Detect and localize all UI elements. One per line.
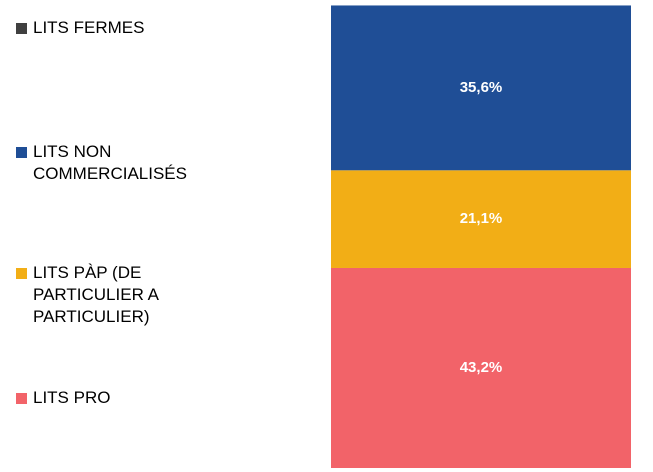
legend-label: LITS PÀP (DE PARTICULIER A PARTICULIER) (33, 263, 159, 326)
bar-segment (331, 5, 631, 171)
legend-swatch (16, 147, 27, 158)
legend-label: LITS FERMES (33, 18, 145, 37)
legend-label: LITS PRO (33, 388, 111, 407)
legend-swatch (16, 23, 27, 34)
legend-swatch (16, 393, 27, 404)
data-label: 35,6% (460, 79, 503, 96)
data-label: 43,2% (460, 359, 503, 376)
bar-segment (331, 267, 631, 468)
legend-label: LITS NON COMMERCIALISÉS (33, 142, 187, 183)
bar-segment (331, 170, 631, 268)
data-label: 21,1% (460, 210, 503, 227)
legend-swatch (16, 268, 27, 279)
